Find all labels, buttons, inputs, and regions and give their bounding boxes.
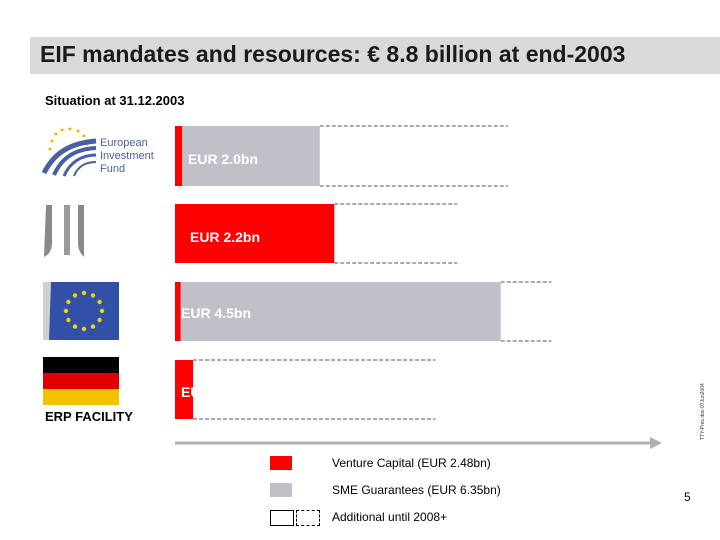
- eu-flag: [43, 282, 119, 340]
- bar-venture-capital: [175, 204, 335, 263]
- title-bar: [30, 37, 720, 74]
- bar-value-label: EUR 4.5bn: [181, 305, 251, 321]
- legend-swatch-sme-guarantees: [270, 483, 292, 497]
- legend-swatch-venture-capital: [270, 456, 292, 470]
- legend-label-venture-capital: Venture Capital (EUR 2.48bn): [332, 456, 491, 470]
- erp-facility-label: ERP FACILITY: [45, 409, 133, 424]
- legend-label-additional: Additional until 2008+: [332, 510, 448, 524]
- germany-flag: [43, 357, 119, 405]
- x-axis-arrow-head: [650, 437, 662, 449]
- eu-star-icon: [90, 293, 96, 298]
- eu-star-icon: [81, 326, 87, 332]
- document-reference: TTY-Pres.doc-07Jun2004: [700, 383, 706, 440]
- eu-star-icon: [97, 299, 102, 305]
- eu-star-icon: [81, 290, 87, 296]
- page-number: 5: [684, 490, 691, 504]
- eu-star-icon: [99, 308, 105, 314]
- eu-star-icon: [66, 317, 71, 323]
- eu-flag-graphic: [43, 282, 119, 340]
- eu-star-icon: [97, 317, 102, 323]
- page-title: EIF mandates and resources: € 8.8 billio…: [40, 41, 626, 67]
- bar-sme-guarantees: [180, 282, 501, 341]
- subtitle: Situation at 31.12.2003: [45, 93, 185, 108]
- eu-star-icon: [90, 324, 96, 329]
- eif-logo-text-3: Fund: [100, 163, 125, 175]
- legend-label-sme-guarantees: SME Guarantees (EUR 6.35bn): [332, 483, 501, 497]
- eif-logo: European Investment Fund: [40, 125, 165, 180]
- bar-venture-capital: [175, 282, 181, 341]
- eib-logo: [40, 203, 90, 258]
- bar-sme-guarantees: [182, 126, 320, 186]
- eu-star-icon: [63, 308, 69, 314]
- legend-swatch-additional-dashed: [296, 510, 320, 526]
- bar-venture-capital: [175, 360, 194, 419]
- eib-logo-graphic: [44, 205, 84, 257]
- bar-value-label: EUR 2.2bn: [190, 229, 260, 245]
- germany-flag-graphic: [43, 357, 119, 405]
- eu-star-icon: [72, 293, 78, 298]
- eif-logo-text-2: Investment: [100, 150, 154, 162]
- eu-star-icon: [66, 299, 71, 305]
- bar-venture-capital: [175, 126, 183, 186]
- eif-logo-graphic: European Investment Fund: [41, 127, 154, 177]
- eif-logo-text-1: European: [100, 137, 148, 149]
- bar-value-label: EUR 2.0bn: [188, 151, 258, 167]
- eu-star-icon: [72, 324, 78, 329]
- legend-swatch-additional: [270, 510, 294, 526]
- bar-value-label: EUR 250m: [181, 384, 250, 400]
